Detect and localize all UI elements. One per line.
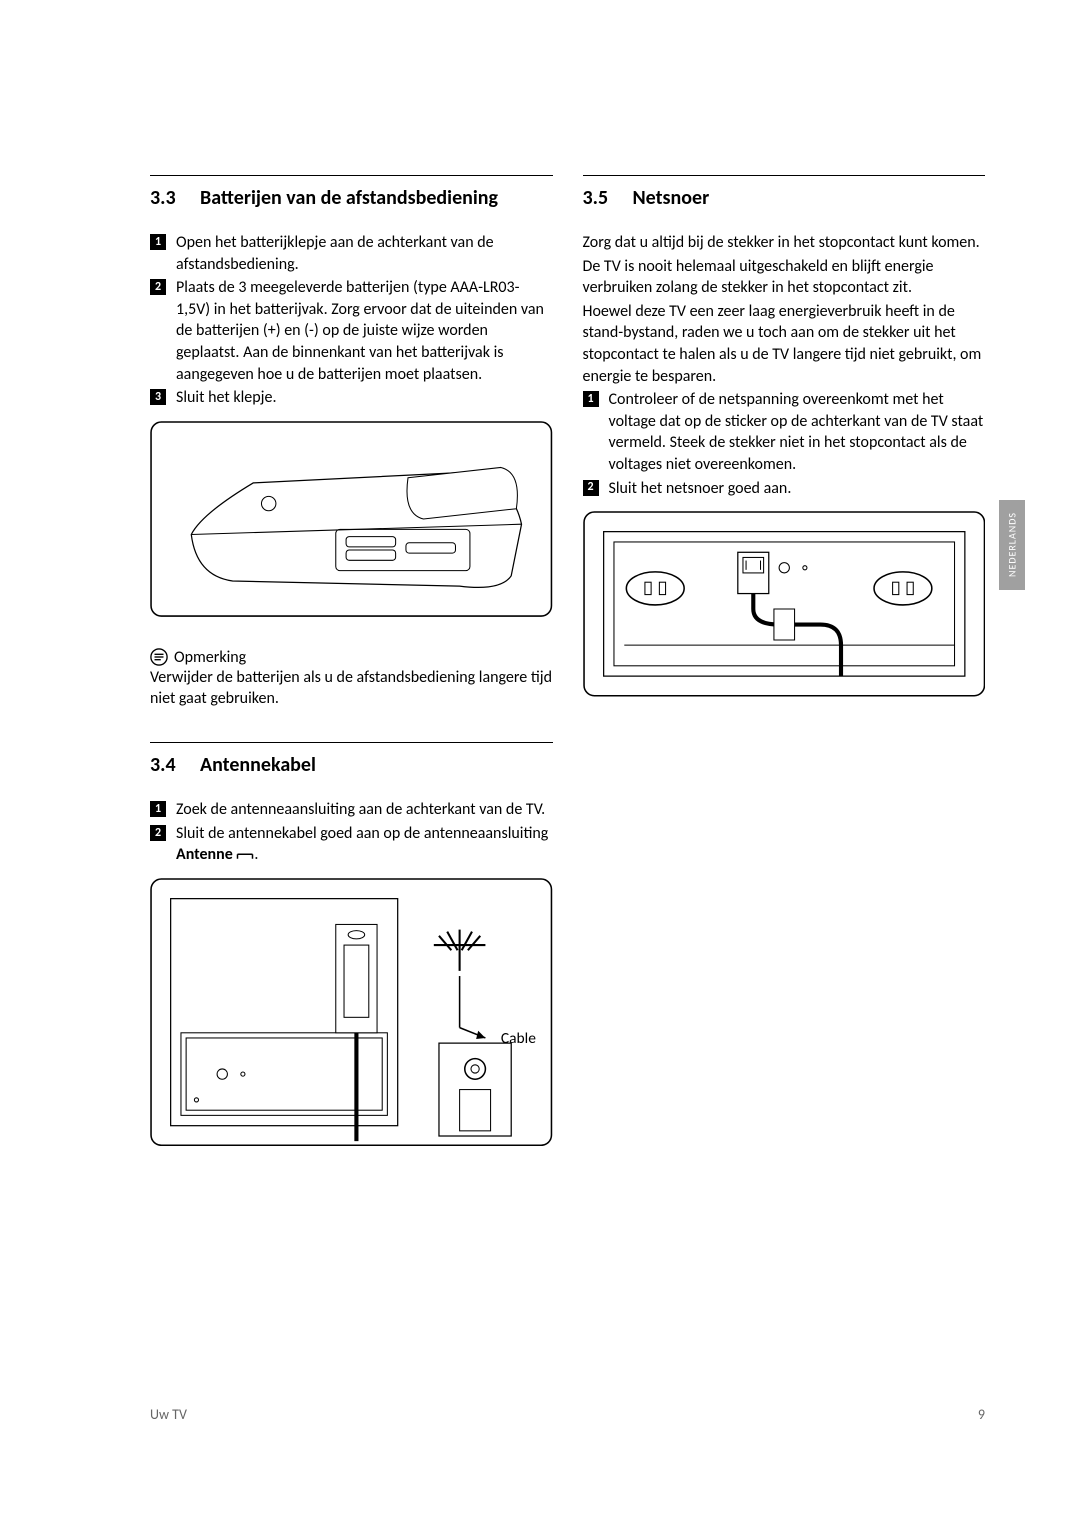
step-text: Sluit de antennekabel goed aan op de ant… <box>176 823 553 866</box>
step-text: Zoek de antenneaansluiting aan de achter… <box>176 799 553 821</box>
step-text: Plaats de 3 meegeleverde batterijen (typ… <box>176 277 553 385</box>
heading-3-3: 3.3 Batterijen van de afstandsbediening <box>150 186 553 210</box>
step-text: Open het batterijklepje aan de achterkan… <box>176 232 553 275</box>
step: 2 Sluit het netsnoer goed aan. <box>583 478 986 500</box>
step: 1 Open het batterijklepje aan de achterk… <box>150 232 553 275</box>
section-rule <box>150 742 553 743</box>
step-text: Sluit het klepje. <box>176 387 553 409</box>
step: 1 Zoek de antenneaansluiting aan de acht… <box>150 799 553 821</box>
heading-3-4: 3.4 Antennekabel <box>150 753 553 777</box>
note-text: Verwijder de batterijen als u de afstand… <box>150 667 553 710</box>
note-label: Opmerking <box>174 648 246 667</box>
antenne-bold: Antenne <box>176 845 233 864</box>
note-heading: Opmerking <box>150 648 553 667</box>
step: 2 Sluit de antennekabel goed aan op de a… <box>150 823 553 866</box>
power-cord-illustration <box>583 511 986 697</box>
step: 3 Sluit het klepje. <box>150 387 553 409</box>
left-column: 3.3 Batterijen van de afstandsbediening … <box>150 175 553 1169</box>
step: 1 Controleer of de netspanning overeenko… <box>583 389 986 475</box>
step-text: Sluit het netsnoer goed aan. <box>609 478 986 500</box>
note-icon <box>150 648 168 666</box>
step: 2 Plaats de 3 meegeleverde batterijen (t… <box>150 277 553 385</box>
step-number-icon: 3 <box>150 389 166 405</box>
page-footer: Uw TV 9 <box>150 1406 985 1423</box>
step-number-icon: 1 <box>150 234 166 250</box>
step-number-icon: 1 <box>583 391 599 407</box>
cable-label-text: Cable <box>501 1029 536 1048</box>
step-text: Controleer of de netspanning overeenkomt… <box>609 389 986 475</box>
antenna-illustration: Cable <box>150 878 553 1146</box>
paragraph: Hoewel deze TV een zeer laag energieverb… <box>583 301 986 387</box>
paragraph: De TV is nooit helemaal uitgeschakeld en… <box>583 256 986 299</box>
step-number-icon: 1 <box>150 801 166 817</box>
section-title: Antennekabel <box>200 753 553 777</box>
section-number: 3.4 <box>150 753 200 777</box>
language-tab: NEDERLANDS <box>999 500 1025 590</box>
section-number: 3.3 <box>150 186 200 210</box>
antenna-icon <box>236 849 254 861</box>
remote-battery-illustration <box>150 421 553 617</box>
step-number-icon: 2 <box>150 825 166 841</box>
section-rule <box>150 175 553 176</box>
section-title: Batterijen van de afstandsbediening <box>200 186 553 210</box>
step-number-icon: 2 <box>583 480 599 496</box>
paragraph: Zorg dat u altijd bij de stekker in het … <box>583 232 986 254</box>
footer-left: Uw TV <box>150 1406 187 1423</box>
step-text-part: Sluit de antennekabel goed aan op de ant… <box>176 824 548 843</box>
footer-page-number: 9 <box>978 1406 985 1423</box>
step-number-icon: 2 <box>150 279 166 295</box>
section-rule <box>583 175 986 176</box>
section-title: Netsnoer <box>633 186 986 210</box>
section-number: 3.5 <box>583 186 633 210</box>
heading-3-5: 3.5 Netsnoer <box>583 186 986 210</box>
right-column: 3.5 Netsnoer Zorg dat u altijd bij de st… <box>583 175 986 1169</box>
